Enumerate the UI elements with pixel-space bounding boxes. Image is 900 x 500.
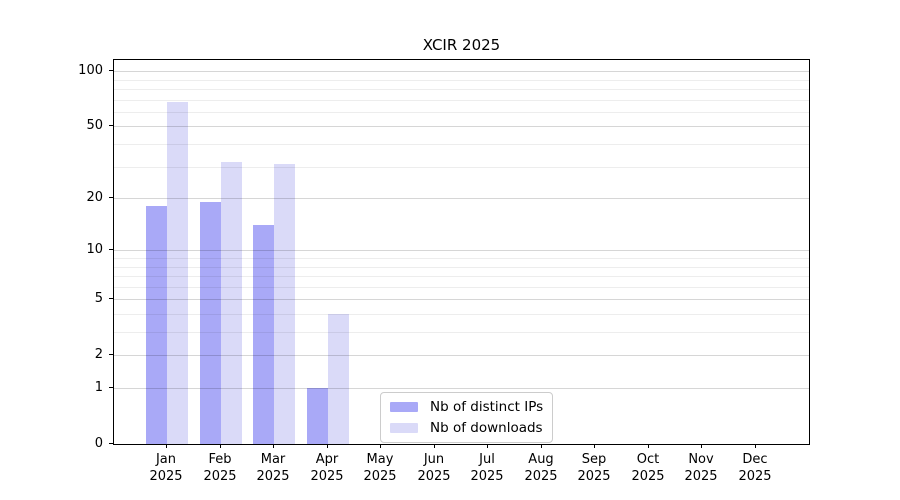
y-tick-label: 100 <box>78 63 103 78</box>
x-tick <box>380 444 381 448</box>
gridline-minor <box>114 100 809 101</box>
y-tick-label: 0 <box>94 436 103 451</box>
gridline-minor <box>114 314 809 315</box>
gridline-minor <box>114 112 809 113</box>
x-tick <box>220 444 221 448</box>
legend-label: Nb of downloads <box>430 420 543 436</box>
gridline-minor <box>114 276 809 277</box>
x-tick <box>594 444 595 448</box>
bar <box>307 388 328 444</box>
y-tick <box>109 70 113 71</box>
gridline-minor <box>114 80 809 81</box>
bar <box>328 314 349 444</box>
gridline-minor <box>114 89 809 90</box>
gridline-minor <box>114 144 809 145</box>
legend-swatch <box>390 402 418 412</box>
y-tick-label: 20 <box>86 190 103 205</box>
x-tick <box>166 444 167 448</box>
x-tick <box>648 444 649 448</box>
x-tick-label: Nov 2025 <box>684 452 718 484</box>
x-tick-label: Dec 2025 <box>738 452 772 484</box>
bar <box>167 102 188 444</box>
gridline-major <box>114 250 809 251</box>
gridline-major <box>114 355 809 356</box>
gridline-minor <box>114 167 809 168</box>
y-tick-label: 2 <box>94 347 103 362</box>
grid-layer <box>114 60 809 444</box>
x-tick-label: Jun 2025 <box>417 452 451 484</box>
x-tick-label: Feb 2025 <box>203 452 237 484</box>
legend-label: Nb of distinct IPs <box>430 399 544 415</box>
y-tick <box>109 387 113 388</box>
chart-title: XCIR 2025 <box>422 36 501 54</box>
bar <box>200 202 221 444</box>
x-tick-label: Jul 2025 <box>470 452 504 484</box>
y-tick-label: 1 <box>94 380 103 395</box>
gridline-major <box>114 126 809 127</box>
x-tick-label: Oct 2025 <box>631 452 665 484</box>
x-tick-label: Jan 2025 <box>149 452 183 484</box>
x-tick <box>273 444 274 448</box>
gridline-minor <box>114 287 809 288</box>
x-tick <box>701 444 702 448</box>
x-tick-label: Apr 2025 <box>310 452 344 484</box>
x-tick <box>327 444 328 448</box>
x-tick-label: Mar 2025 <box>256 452 290 484</box>
gridline-major <box>114 388 809 389</box>
x-tick-label: Aug 2025 <box>524 452 558 484</box>
x-tick <box>434 444 435 448</box>
y-tick <box>109 125 113 126</box>
x-tick-label: Sep 2025 <box>577 452 611 484</box>
x-tick <box>487 444 488 448</box>
y-tick <box>109 354 113 355</box>
gridline-major <box>114 198 809 199</box>
bar <box>274 164 295 444</box>
gridline-minor <box>114 267 809 268</box>
y-tick <box>109 197 113 198</box>
bar <box>146 206 167 444</box>
legend-item: Nb of distinct IPs <box>390 399 543 415</box>
y-tick <box>109 249 113 250</box>
x-tick <box>541 444 542 448</box>
x-tick-label: May 2025 <box>363 452 397 484</box>
bar <box>221 162 242 444</box>
legend: Nb of distinct IPs Nb of downloads <box>380 392 554 443</box>
y-tick <box>109 443 113 444</box>
legend-item: Nb of downloads <box>390 420 543 436</box>
x-tick <box>755 444 756 448</box>
y-tick-label: 50 <box>86 118 103 133</box>
gridline-minor <box>114 332 809 333</box>
plot-area: Nb of distinct IPs Nb of downloads <box>113 59 810 445</box>
gridline-major <box>114 299 809 300</box>
y-tick-label: 10 <box>86 242 103 257</box>
y-tick <box>109 298 113 299</box>
gridline-major <box>114 71 809 72</box>
bar <box>253 225 274 444</box>
bars-layer <box>114 60 809 444</box>
legend-swatch <box>390 423 418 433</box>
gridline-minor <box>114 258 809 259</box>
y-tick-label: 5 <box>94 291 103 306</box>
